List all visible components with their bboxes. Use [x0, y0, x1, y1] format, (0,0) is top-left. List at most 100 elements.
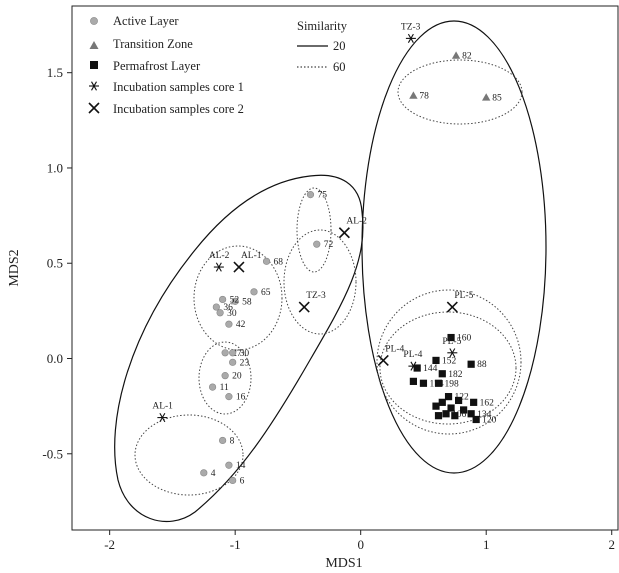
permafrost-layer-point [467, 360, 475, 368]
permafrost-layer-point [470, 398, 478, 406]
active-layer-point [219, 295, 227, 304]
point-label: 160 [457, 334, 472, 344]
legend-label-core1: Incubation samples core 1 [113, 80, 244, 94]
active-layer-point [313, 240, 321, 248]
point-label: PL-5 [454, 291, 473, 301]
permafrost-layer-point [434, 412, 443, 420]
point-label: 182 [448, 370, 463, 380]
point-label: PL-4 [403, 350, 422, 360]
y-tick-label: 0.5 [47, 256, 63, 271]
permafrost-layer-point [438, 398, 446, 406]
point-label: AL-1 [152, 402, 173, 412]
point-label: 82 [462, 52, 472, 62]
y-tick-label: 1.0 [47, 160, 63, 175]
legend-label-active: Active Layer [113, 14, 179, 28]
permafrost-layer-point [438, 370, 446, 378]
permafrost-layer-point [444, 393, 453, 401]
incubation-core1-point [213, 262, 224, 272]
permafrost-layer-point [409, 377, 418, 385]
point-label: AL-2 [209, 251, 230, 261]
x-tick-label: 0 [357, 537, 364, 552]
permafrost-layer-point [451, 412, 459, 420]
transition-zone-point [451, 51, 461, 59]
x-tick-label: -2 [104, 537, 115, 552]
contour-60-tz [397, 59, 523, 125]
active-layer-point [229, 349, 237, 357]
y-tick-label: -0.5 [42, 446, 63, 461]
permafrost-layer-point [442, 410, 450, 418]
point-label: TZ-3 [401, 22, 421, 32]
permafrost-layer-point [454, 396, 463, 405]
point-label: 106 [452, 410, 467, 420]
point-label: 88 [477, 360, 487, 370]
point-label: 30 [240, 349, 250, 359]
legend-label-transition: Transition Zone [113, 37, 193, 51]
point-label: 144 [423, 364, 438, 374]
legend-label-core2: Incubation samples core 2 [113, 102, 244, 116]
legend-item-permafrost: Permafrost Layer [90, 59, 201, 73]
point-label: 4 [211, 469, 216, 479]
incubation-core1-point [405, 33, 416, 43]
legend-item-core1: Incubation samples core 1 [89, 80, 244, 94]
contour-60-pl-inner [379, 311, 517, 425]
point-label: 58 [242, 297, 252, 307]
x-tick-label: 1 [483, 537, 490, 552]
plot-frame [71, 5, 619, 531]
incubation-core2-point [338, 227, 350, 239]
permafrost-layer-point [467, 410, 475, 418]
point-label: 20 [232, 372, 242, 382]
active-layer-point [208, 383, 217, 391]
point-label: 65 [261, 288, 271, 298]
incubation-core2-point [298, 301, 310, 313]
axes: -2 -1 0 1 2 -0.5 0.0 0.5 1.0 1.5 [42, 65, 615, 552]
point-label: 23 [240, 358, 250, 368]
permafrost-layer-point [419, 379, 428, 387]
active-layer-point [225, 461, 233, 469]
legend-item-active: Active Layer [90, 14, 179, 28]
permafrost-layer-point [472, 415, 480, 424]
active-layer-point [216, 309, 224, 317]
x-tick-label: -1 [230, 537, 241, 552]
point-label: AL-1 [241, 251, 262, 261]
permafrost-layer-point [413, 364, 421, 372]
active-layer-point [212, 303, 220, 311]
active-layer-point [225, 320, 233, 328]
active-layer-point [306, 191, 315, 199]
point-label: AL-2 [346, 217, 367, 227]
active-layer-point [200, 469, 208, 477]
incubation-core1-point [157, 413, 168, 423]
point-label: 85 [492, 93, 502, 103]
y-axis-title: MDS2 [7, 249, 22, 286]
legend-similarity-label-20: 20 [333, 39, 346, 53]
point-label: 120 [482, 415, 497, 425]
point-label: 152 [442, 356, 457, 366]
incubation-core1-point [408, 361, 419, 371]
point-label: 16 [236, 393, 246, 403]
y-tick-label: 0.0 [47, 351, 63, 366]
point-label: 75 [317, 191, 327, 201]
y-tick-label: 1.5 [47, 65, 63, 80]
permafrost-layer-point [447, 404, 455, 412]
incubation-core2-point [446, 301, 458, 313]
transition-zone-point [409, 91, 418, 99]
active-layer-point [221, 372, 229, 380]
point-label: 30 [227, 309, 237, 319]
legend-similarity-title: Similarity [297, 19, 348, 33]
contour-60-d [198, 341, 252, 415]
contour-60-c [193, 245, 283, 351]
legend-similarity-label-60: 60 [333, 60, 346, 74]
point-label: 52 [230, 295, 240, 305]
point-label: 68 [274, 257, 284, 267]
legend-similarity-20: 20 [297, 39, 346, 53]
point-label: 27 [232, 349, 242, 359]
point-label: 8 [230, 436, 235, 446]
incubation-core1-point [447, 348, 458, 358]
contour-20-right [361, 20, 547, 474]
permafrost-layer-point [432, 402, 440, 410]
active-layer-point [231, 297, 239, 305]
transition-zone-point [482, 93, 491, 101]
incubation-core2-point [377, 354, 389, 366]
active-layer-point [229, 358, 237, 366]
point-label: 78 [419, 92, 429, 102]
